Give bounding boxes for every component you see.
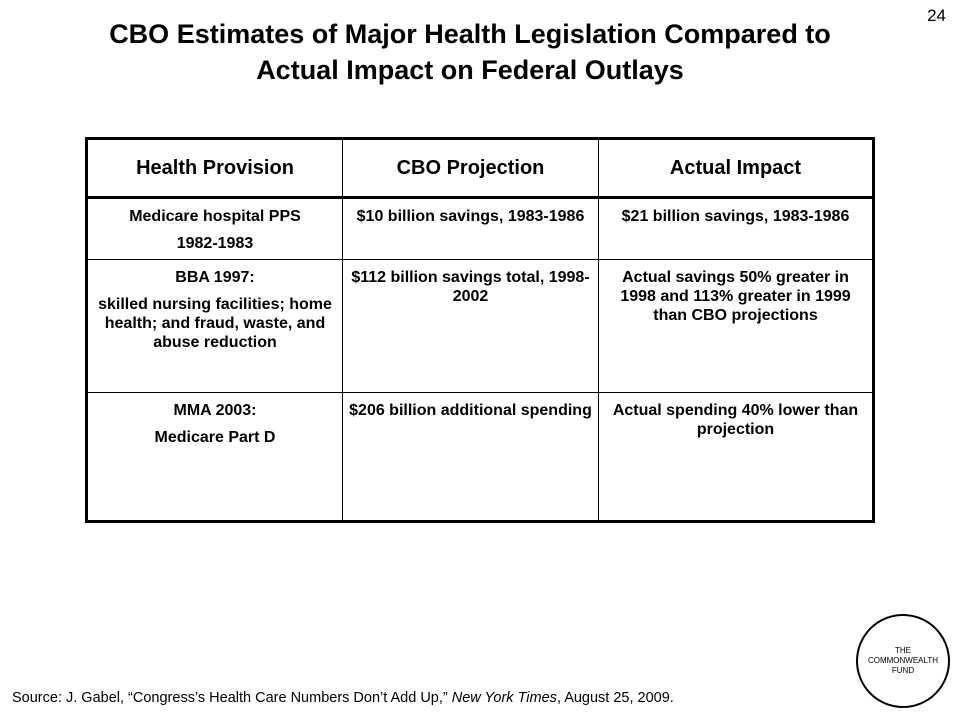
commonwealth-fund-logo: THE COMMONWEALTH FUND — [856, 614, 950, 708]
source-suffix: , August 25, 2009. — [556, 690, 674, 706]
actual-impact-cell: $21 billion savings, 1983-1986 — [598, 197, 874, 260]
table-row: Medicare hospital PPS 1982-1983 $10 bill… — [86, 197, 874, 260]
title-line-1: CBO Estimates of Major Health Legislatio… — [109, 19, 831, 49]
provision-name: Medicare hospital PPS — [129, 208, 301, 225]
slide-title: CBO Estimates of Major Health Legislatio… — [20, 16, 920, 88]
page-number: 24 — [927, 6, 946, 25]
provision-cell: Medicare hospital PPS 1982-1983 — [86, 197, 343, 260]
provision-cell: BBA 1997: skilled nursing facilities; ho… — [86, 259, 343, 393]
provision-name: BBA 1997: — [175, 269, 255, 286]
source-prefix: Source: J. Gabel, “Congress’s Health Car… — [12, 690, 452, 706]
table-row: BBA 1997: skilled nursing facilities; ho… — [86, 259, 874, 393]
actual-impact-cell: Actual savings 50% greater in 1998 and 1… — [598, 259, 874, 393]
provision-detail: skilled nursing facilities; home health;… — [98, 296, 332, 351]
source-citation: Source: J. Gabel, “Congress’s Health Car… — [12, 690, 674, 706]
header-cbo-projection: CBO Projection — [342, 138, 599, 199]
title-line-2: Actual Impact on Federal Outlays — [256, 55, 684, 85]
table-header-row: Health Provision CBO Projection Actual I… — [86, 138, 874, 199]
projection-cell: $206 billion additional spending — [342, 392, 599, 522]
projection-cell: $112 billion savings total, 1998-2002 — [342, 259, 599, 393]
provision-cell: MMA 2003: Medicare Part D — [86, 392, 343, 522]
logo-line-2: COMMONWEALTH — [867, 656, 939, 665]
logo-line-3: FUND — [891, 666, 915, 675]
source-publication: New York Times — [451, 690, 557, 706]
provision-name: MMA 2003: — [173, 402, 257, 419]
header-health-provision: Health Provision — [86, 138, 343, 199]
logo-line-1: THE — [895, 646, 911, 655]
table-row: MMA 2003: Medicare Part D $206 billion a… — [86, 392, 874, 522]
provision-detail: Medicare Part D — [154, 429, 276, 446]
provision-detail: 1982-1983 — [176, 235, 254, 252]
projection-cell: $10 billion savings, 1983-1986 — [342, 197, 599, 260]
header-actual-impact: Actual Impact — [598, 138, 874, 199]
legislation-table: Health Provision CBO Projection Actual I… — [85, 137, 875, 523]
actual-impact-cell: Actual spending 40% lower than projectio… — [598, 392, 874, 522]
